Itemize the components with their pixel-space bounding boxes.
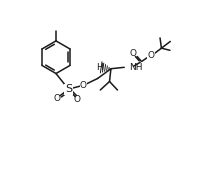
Text: O: O [129, 49, 136, 58]
Text: O: O [80, 81, 87, 90]
Text: O: O [53, 94, 60, 103]
Text: H: H [96, 63, 102, 72]
Text: O: O [147, 51, 154, 60]
Text: NH: NH [130, 63, 143, 72]
Text: O: O [74, 95, 81, 104]
Text: S: S [65, 84, 72, 94]
